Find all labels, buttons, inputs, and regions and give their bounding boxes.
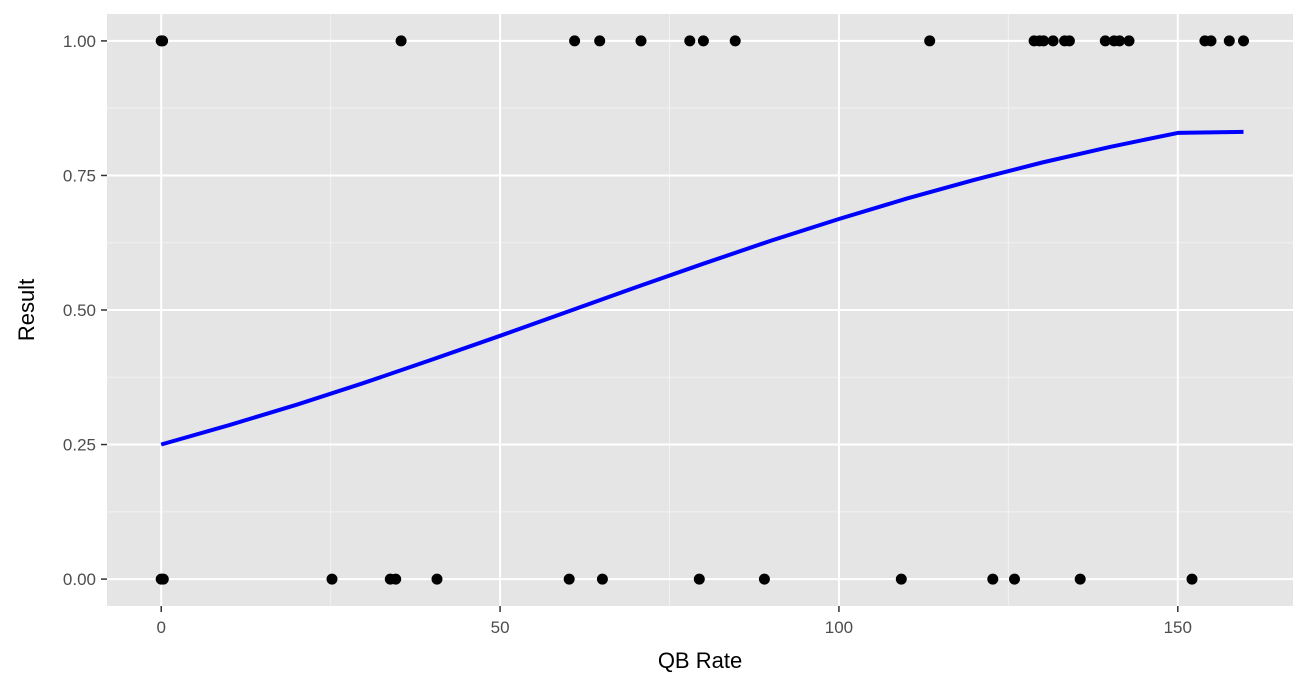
- fit-curve: [160, 129, 1244, 447]
- data-point: [1099, 35, 1111, 47]
- data-point: [390, 573, 402, 585]
- data-point: [157, 573, 169, 585]
- y-tick-label: 0.25: [63, 436, 96, 455]
- y-tick-label: 0.50: [63, 301, 96, 320]
- data-point: [1009, 573, 1020, 585]
- x-tick-label: 50: [491, 618, 510, 637]
- fit-curve-layer: [160, 129, 1244, 447]
- data-point: [326, 573, 338, 585]
- data-point: [1114, 35, 1125, 47]
- points-layer: [155, 35, 1249, 585]
- data-point: [563, 573, 575, 585]
- x-tick-label: 150: [1164, 618, 1192, 637]
- y-tick-label: 0.00: [63, 570, 96, 589]
- data-point: [684, 35, 696, 47]
- data-point: [635, 35, 647, 47]
- data-point: [895, 573, 907, 585]
- data-point: [697, 35, 709, 47]
- data-point: [596, 573, 608, 585]
- data-point: [758, 573, 770, 585]
- data-point: [693, 573, 705, 585]
- data-point: [1223, 35, 1235, 47]
- data-point: [1047, 35, 1059, 47]
- data-point: [1038, 35, 1050, 47]
- y-tick-label: 0.75: [63, 166, 96, 185]
- x-axis-title: QB Rate: [658, 648, 742, 673]
- data-point: [1186, 573, 1198, 585]
- data-point: [431, 573, 443, 585]
- data-point: [157, 35, 169, 47]
- data-point: [729, 35, 741, 47]
- data-point: [924, 35, 936, 47]
- data-point: [987, 573, 999, 585]
- data-point: [594, 35, 606, 47]
- y-axis: 0.00 0.25 0.50 0.75 1.00: [63, 32, 107, 589]
- x-axis: 0 50 100 150: [156, 606, 1192, 637]
- data-point: [1123, 35, 1135, 47]
- grid-major: [107, 14, 1293, 606]
- y-tick-label: 1.00: [63, 32, 96, 51]
- data-point: [569, 35, 581, 47]
- y-axis-title: Result: [14, 279, 39, 341]
- data-point: [395, 35, 407, 47]
- data-point: [1238, 35, 1249, 47]
- x-tick-label: 0: [156, 618, 165, 637]
- data-point: [1205, 35, 1217, 47]
- x-tick-label: 100: [825, 618, 853, 637]
- data-point: [1074, 573, 1086, 585]
- data-point: [1063, 35, 1075, 47]
